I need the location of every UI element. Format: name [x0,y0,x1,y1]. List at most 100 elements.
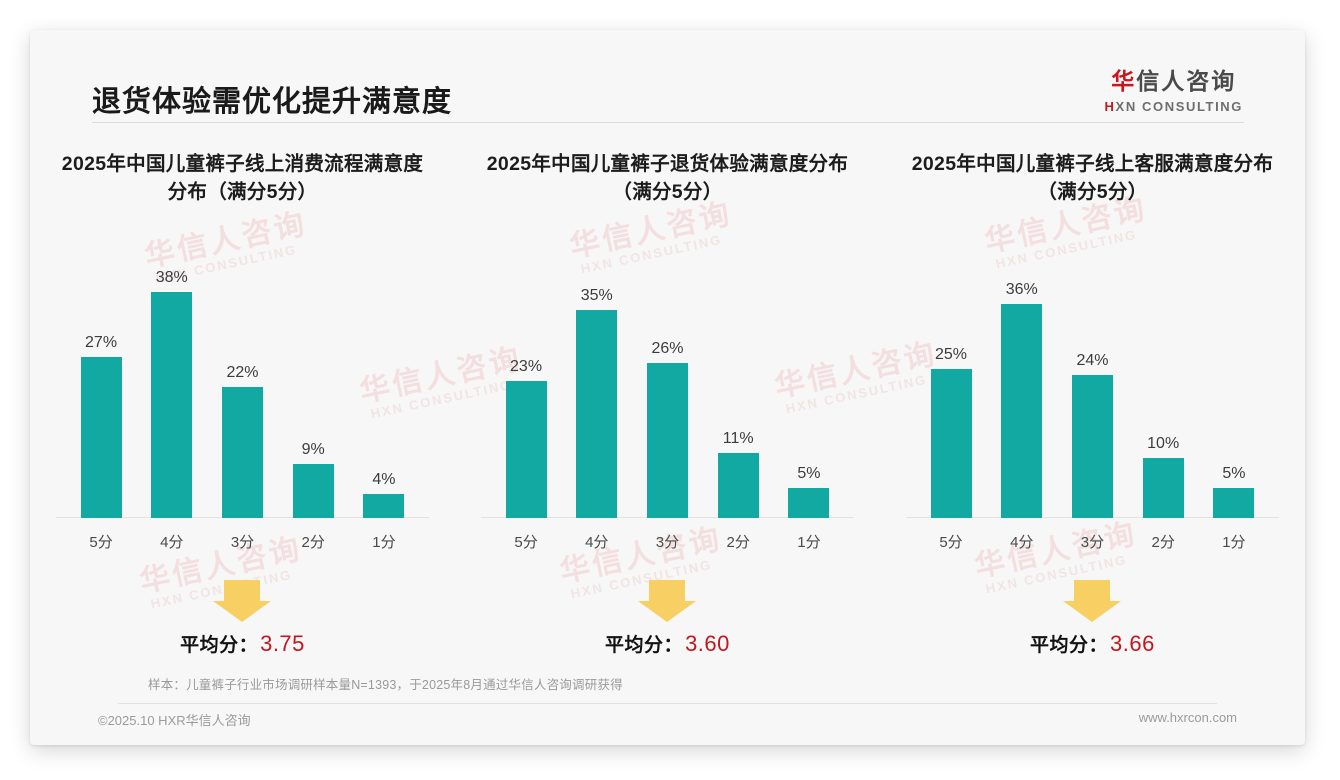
bar[interactable] [1142,458,1184,518]
charts-row: 2025年中国儿童裤子线上消费流程满意度分布（满分5分） 27% 38% 22% [30,150,1305,658]
bar-value-label: 9% [301,441,325,458]
bar-value-label: 10% [1147,435,1180,452]
average-score-line: 平均分：3.75 [48,630,437,657]
average-score-line: 平均分：3.66 [898,630,1287,657]
average-label: 平均分： [605,635,684,656]
x-axis-tick: 1分 [372,534,396,551]
down-arrow-icon [1063,580,1122,622]
average-block-1: 平均分：3.75 [48,580,437,658]
bar[interactable] [221,387,263,518]
x-axis-tick: 4分 [585,534,609,551]
x-axis-tick: 5分 [939,534,963,551]
bar[interactable] [151,292,193,518]
x-axis-tick: 5分 [89,534,113,551]
bar-value-label: 5% [797,465,821,482]
chart-panel-1: 2025年中国儿童裤子线上消费流程满意度分布（满分5分） 27% 38% 22% [30,150,455,658]
logo-chinese-accent: 华 [1111,68,1137,94]
chart-title: 2025年中国儿童裤子退货体验满意度分布（满分5分） [486,153,849,204]
logo-chinese: 华信人咨询 [1105,62,1243,96]
bar-column[interactable]: 23% [495,268,557,518]
bar[interactable] [1001,304,1043,518]
average-score-line: 平均分：3.60 [473,630,862,657]
bar[interactable] [80,357,122,518]
bar-value-label: 36% [1005,281,1038,298]
logo-chinese-rest: 信人咨询 [1136,68,1237,94]
average-value: 3.60 [685,631,730,656]
bar-chart-2: 23% 35% 26% 11% [473,248,862,551]
bar[interactable] [505,381,547,518]
bar-chart-1: 27% 38% 22% 9% [48,248,437,551]
copyright-text: ©2025.10 HXR华信人咨询 [98,713,251,728]
bar-column[interactable]: 36% [991,268,1053,518]
chart-panel-2: 2025年中国儿童裤子退货体验满意度分布（满分5分） 23% 35% 26% [455,150,880,658]
bar[interactable] [292,464,334,518]
page-title: 退货体验需优化提升满意度 [92,86,453,118]
slide-card: 华信人咨询 HXN CONSULTING 华信人咨询 HXN CONSULTIN… [30,30,1305,745]
bar-value-label: 27% [85,334,118,351]
bar-column[interactable]: 10% [1132,268,1194,518]
bar[interactable] [788,488,830,518]
bar-column[interactable]: 5% [778,268,840,518]
x-axis-tick: 4分 [160,534,184,551]
bar-group: 25% 36% 24% 10% [920,268,1265,518]
bar[interactable] [930,369,972,518]
average-block-2: 平均分：3.60 [473,580,862,658]
bar-column[interactable]: 22% [211,268,273,518]
sample-note: 样本：儿童裤子行业市场调研样本量N=1393，于2025年8月通过华信人咨询调研… [148,678,623,692]
slide-header: 退货体验需优化提升满意度 华信人咨询 HXN CONSULTING [30,30,1305,123]
bar[interactable] [1213,488,1255,518]
bar-value-label: 26% [651,340,684,357]
header-divider [92,122,1244,123]
bar[interactable] [1071,375,1113,518]
slide-footer: ©2025.10 HXR华信人咨询 www.hxrcon.com [30,710,1305,729]
bar-column[interactable]: 25% [920,268,982,518]
bar-value-label: 24% [1076,352,1109,369]
footnote-area: 样本：儿童裤子行业市场调研样本量N=1393，于2025年8月通过华信人咨询调研… [30,674,1305,704]
bar-column[interactable]: 9% [282,268,344,518]
logo-english: HXN CONSULTING [1105,99,1243,114]
average-value: 3.66 [1110,631,1155,656]
bar-value-label: 38% [155,269,188,286]
bar-value-label: 22% [226,364,259,381]
bar-value-label: 5% [1222,465,1246,482]
bar-chart-3: 25% 36% 24% 10% [898,248,1287,551]
logo-english-accent: H [1104,99,1116,114]
logo-english-rest: XN CONSULTING [1115,99,1243,114]
bar-group: 23% 35% 26% 11% [495,268,840,518]
bar-column[interactable]: 4% [353,268,415,518]
bar-value-label: 35% [580,287,613,304]
chart-title: 2025年中国儿童裤子线上消费流程满意度分布（满分5分） [61,153,424,204]
bar-column[interactable]: 27% [70,268,132,518]
chart-title: 2025年中国儿童裤子线上客服满意度分布（满分5分） [911,153,1274,204]
bar-value-label: 4% [372,471,396,488]
x-axis-labels: 5分 4分 3分 2分 1分 [920,531,1265,552]
average-block-3: 平均分：3.66 [898,580,1287,658]
bar[interactable] [717,453,759,518]
bar-value-label: 25% [935,346,968,363]
bar-column[interactable]: 5% [1203,268,1265,518]
x-axis-tick: 1分 [797,534,821,551]
average-label: 平均分： [180,635,259,656]
website-url[interactable]: www.hxrcon.com [1138,710,1237,725]
footer-divider [118,703,1217,704]
bar[interactable] [646,363,688,518]
x-axis-labels: 5分 4分 3分 2分 1分 [495,531,840,552]
x-axis-tick: 3分 [230,534,255,551]
x-axis-tick: 4分 [1010,534,1034,551]
down-arrow-icon [213,580,272,622]
bar-column[interactable]: 38% [141,268,203,518]
x-axis-tick: 1分 [1222,534,1246,551]
bar-value-label: 11% [722,430,754,447]
bar-value-label: 23% [510,358,543,375]
x-axis-tick: 3分 [1080,534,1105,551]
bar-column[interactable]: 11% [707,268,769,518]
bar[interactable] [576,310,618,518]
chart-panel-3: 2025年中国儿童裤子线上客服满意度分布（满分5分） 25% 36% 24% [880,150,1305,658]
down-arrow-icon [638,580,697,622]
bar-column[interactable]: 24% [1061,268,1123,518]
bar-column[interactable]: 35% [566,268,628,518]
average-value: 3.75 [260,631,305,656]
x-axis-tick: 2分 [726,534,750,551]
bar-column[interactable]: 26% [636,268,698,518]
bar[interactable] [363,494,405,518]
